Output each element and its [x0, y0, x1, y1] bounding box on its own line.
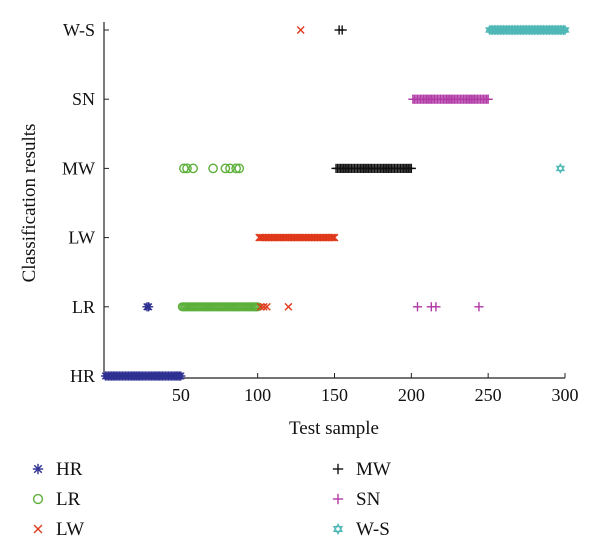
- y-axis-label: Classification results: [19, 124, 40, 283]
- data-point: [284, 302, 293, 311]
- legend-label: SN: [356, 489, 381, 510]
- data-point: [560, 24, 570, 36]
- y-tick-label: HR: [70, 366, 95, 386]
- x-tick-label: 50: [172, 385, 190, 405]
- data-point: [296, 26, 305, 34]
- legend-label: HR: [56, 459, 83, 480]
- data-marks: [100, 24, 570, 381]
- legend-item-hr: HR: [32, 459, 83, 480]
- legend-marker: [32, 463, 44, 475]
- data-point: [412, 302, 423, 312]
- series-hr: [100, 302, 186, 381]
- y-tick-label: LW: [68, 228, 95, 248]
- legend-label: LW: [56, 519, 84, 540]
- data-point: [220, 163, 231, 174]
- data-point: [231, 163, 242, 174]
- legend: HR LR LW MW SN W-S: [32, 459, 391, 540]
- x-tick-label: 150: [321, 385, 348, 405]
- legend-marker: [33, 524, 43, 534]
- data-point: [327, 233, 336, 242]
- legend-item-w-s: W-S: [332, 519, 390, 540]
- legend-item-lr: LR: [32, 489, 81, 510]
- data-point: [256, 302, 265, 311]
- data-point: [208, 163, 218, 174]
- y-tick-label: SN: [72, 89, 95, 109]
- legend-item-sn: SN: [332, 489, 381, 510]
- data-point: [337, 25, 347, 35]
- data-point: [176, 371, 186, 381]
- y-tick-label: MW: [62, 158, 95, 178]
- x-tick-label: 100: [244, 385, 271, 405]
- x-tick-label: 250: [475, 385, 502, 405]
- legend-label: MW: [356, 459, 391, 480]
- data-point: [262, 302, 271, 311]
- x-axis-label: Test sample: [289, 418, 379, 439]
- data-point: [474, 302, 484, 312]
- legend-marker: [332, 493, 344, 505]
- data-point: [179, 163, 189, 174]
- x-tick-label: 200: [398, 385, 425, 405]
- series-lr: [177, 163, 263, 312]
- data-point: [182, 163, 192, 174]
- data-point: [555, 163, 566, 174]
- series-sn: [408, 94, 493, 312]
- data-point: [143, 302, 154, 312]
- legend-marker: [332, 463, 344, 475]
- legend-label: W-S: [356, 519, 390, 540]
- data-point: [234, 163, 245, 174]
- legend-label: LR: [56, 489, 81, 510]
- series-w-s: [485, 24, 570, 174]
- data-point: [259, 302, 268, 311]
- series-mw: [331, 25, 416, 173]
- legend-marker: [32, 493, 44, 505]
- y-tick-label: LR: [72, 297, 95, 317]
- legend-item-mw: MW: [332, 459, 391, 480]
- data-point: [483, 94, 493, 104]
- data-point: [406, 163, 416, 173]
- x-tick-label: 300: [552, 385, 579, 405]
- legend-marker: [332, 523, 344, 535]
- data-point: [330, 233, 339, 242]
- series-lw: [255, 26, 339, 311]
- data-point: [431, 302, 441, 312]
- legend-item-lw: LW: [33, 519, 84, 540]
- data-point: [329, 233, 337, 242]
- y-tick-label: W-S: [63, 20, 95, 40]
- data-point: [225, 163, 235, 174]
- data-point: [188, 163, 198, 174]
- axes: HR LR LW MW SN W-S 50 100 150 200 250 300: [62, 20, 579, 405]
